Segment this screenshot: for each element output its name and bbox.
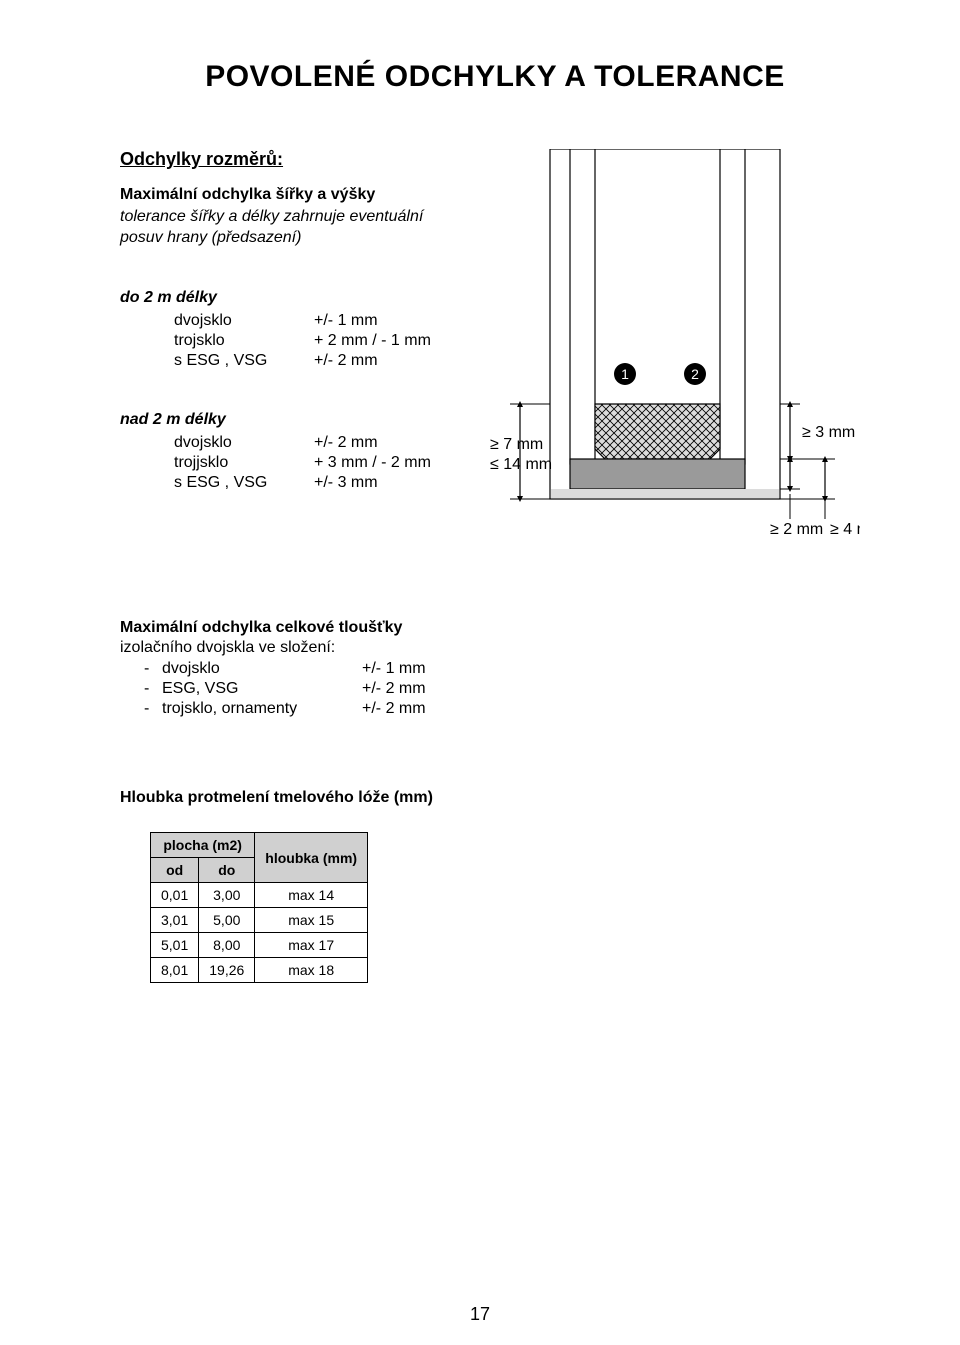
dash-bullet: -	[140, 679, 158, 699]
table-row: dvojsklo +/- 2 mm	[170, 433, 435, 453]
content-two-column: Odchylky rozměrů: Maximální odchylka šíř…	[120, 149, 870, 579]
table-row: trojsklo + 2 mm / - 1 mm	[170, 331, 435, 351]
dash-bullet: -	[140, 659, 158, 679]
dash-bullet: -	[140, 699, 158, 719]
cell-do: 5,00	[199, 908, 255, 933]
thickness-sub: izolačního dvojskla ve složení:	[120, 639, 870, 657]
table-row: s ESG , VSG +/- 3 mm	[170, 473, 435, 493]
dim-right-bot: ≥ 4 mm	[830, 521, 860, 538]
thick-label: trojsklo, ornamenty	[158, 699, 358, 719]
spec-label: trojjsklo	[170, 453, 310, 473]
dims-intro-line3: posuv hrany (předsazení)	[120, 229, 301, 246]
cell-depth: max 18	[255, 958, 368, 983]
cell-depth: max 14	[255, 883, 368, 908]
depth-table: plocha (m2) hloubka (mm) od do 0,01 3,00…	[150, 832, 368, 983]
glazing-section-diagram: 1 2 ≥ 7 mm ≤ 14 mm ≥ 3 mm	[490, 149, 860, 579]
spec-label: trojsklo	[170, 331, 310, 351]
thick-value: +/- 1 mm	[358, 659, 430, 679]
list-item: - ESG, VSG +/- 2 mm	[140, 679, 430, 699]
depth-head: Hloubka protmelení tmelového lóže (mm)	[120, 789, 870, 807]
right-column: 1 2 ≥ 7 mm ≤ 14 mm ≥ 3 mm	[490, 149, 860, 579]
dims-heading: Odchylky rozměrů:	[120, 149, 470, 170]
cell-od: 8,01	[151, 958, 199, 983]
table-row: dvojsklo +/- 1 mm	[170, 311, 435, 331]
cell-depth: max 17	[255, 933, 368, 958]
dim-right-top: ≥ 3 mm	[802, 424, 855, 441]
thick-value: +/- 2 mm	[358, 699, 430, 719]
col-hloubka: hloubka (mm)	[255, 833, 368, 883]
cell-od: 3,01	[151, 908, 199, 933]
spec-label: dvojsklo	[170, 311, 310, 331]
cell-od: 5,01	[151, 933, 199, 958]
dim-left-upper: ≥ 7 mm	[490, 436, 543, 453]
thickness-list: - dvojsklo +/- 1 mm - ESG, VSG +/- 2 mm …	[140, 659, 430, 719]
over2m-table: dvojsklo +/- 2 mm trojjsklo + 3 mm / - 2…	[170, 433, 435, 493]
over2m-head: nad 2 m délky	[120, 411, 470, 429]
upto2m-table: dvojsklo +/- 1 mm trojsklo + 2 mm / - 1 …	[170, 311, 435, 371]
cell-od: 0,01	[151, 883, 199, 908]
depth-section: Hloubka protmelení tmelového lóže (mm) p…	[120, 789, 870, 983]
col-do: do	[199, 858, 255, 883]
dim-left-lower: ≤ 14 mm	[490, 456, 552, 473]
table-row: 3,01 5,00 max 15	[151, 908, 368, 933]
spec-label: s ESG , VSG	[170, 473, 310, 493]
upto2m-head: do 2 m délky	[120, 289, 470, 307]
list-item: - trojsklo, ornamenty +/- 2 mm	[140, 699, 430, 719]
thick-value: +/- 2 mm	[358, 679, 430, 699]
dim-right-mid: ≥ 2 mm	[770, 521, 823, 538]
page-number: 17	[0, 1304, 960, 1325]
callout-1: 1	[621, 366, 629, 382]
table-row: 8,01 19,26 max 18	[151, 958, 368, 983]
cell-do: 3,00	[199, 883, 255, 908]
thickness-head: Maximální odchylka celkové tloušťky	[120, 619, 870, 637]
table-header-row: plocha (m2) hloubka (mm)	[151, 833, 368, 858]
spec-value: + 3 mm / - 2 mm	[310, 453, 435, 473]
thickness-block: Maximální odchylka celkové tloušťky izol…	[120, 619, 870, 719]
spec-label: dvojsklo	[170, 433, 310, 453]
col-plocha: plocha (m2)	[151, 833, 255, 858]
spec-value: + 2 mm / - 1 mm	[310, 331, 435, 351]
spec-value: +/- 2 mm	[310, 351, 435, 371]
left-column: Odchylky rozměrů: Maximální odchylka šíř…	[120, 149, 470, 533]
dims-intro-line1: Maximální odchylka šířky a výšky	[120, 186, 375, 203]
table-row: 0,01 3,00 max 14	[151, 883, 368, 908]
cell-depth: max 15	[255, 908, 368, 933]
table-row: trojjsklo + 3 mm / - 2 mm	[170, 453, 435, 473]
dims-intro-line2: tolerance šířky a délky zahrnuje eventuá…	[120, 208, 423, 225]
spec-value: +/- 3 mm	[310, 473, 435, 493]
dims-intro: Maximální odchylka šířky a výšky toleran…	[120, 184, 470, 249]
thick-label: ESG, VSG	[158, 679, 358, 699]
thick-label: dvojsklo	[158, 659, 358, 679]
table-row: 5,01 8,00 max 17	[151, 933, 368, 958]
col-od: od	[151, 858, 199, 883]
spec-value: +/- 1 mm	[310, 311, 435, 331]
spec-value: +/- 2 mm	[310, 433, 435, 453]
table-row: s ESG , VSG +/- 2 mm	[170, 351, 435, 371]
page-title: POVOLENÉ ODCHYLKY A TOLERANCE	[120, 60, 870, 94]
cell-do: 8,00	[199, 933, 255, 958]
callout-2: 2	[691, 366, 699, 382]
list-item: - dvojsklo +/- 1 mm	[140, 659, 430, 679]
spec-label: s ESG , VSG	[170, 351, 310, 371]
cell-do: 19,26	[199, 958, 255, 983]
